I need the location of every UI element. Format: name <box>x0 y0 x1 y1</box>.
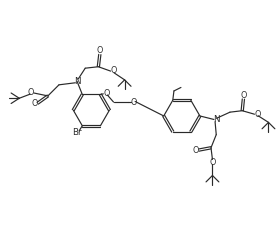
Text: O: O <box>131 98 137 106</box>
Text: Br: Br <box>72 128 82 137</box>
Text: O: O <box>240 91 247 100</box>
Text: O: O <box>97 46 103 55</box>
Text: O: O <box>32 99 38 108</box>
Text: O: O <box>192 146 198 155</box>
Text: N: N <box>213 115 219 124</box>
Text: O: O <box>103 89 109 98</box>
Text: N: N <box>74 77 80 86</box>
Text: O: O <box>111 66 117 75</box>
Text: O: O <box>209 158 216 167</box>
Text: O: O <box>254 110 261 119</box>
Text: O: O <box>28 88 34 98</box>
